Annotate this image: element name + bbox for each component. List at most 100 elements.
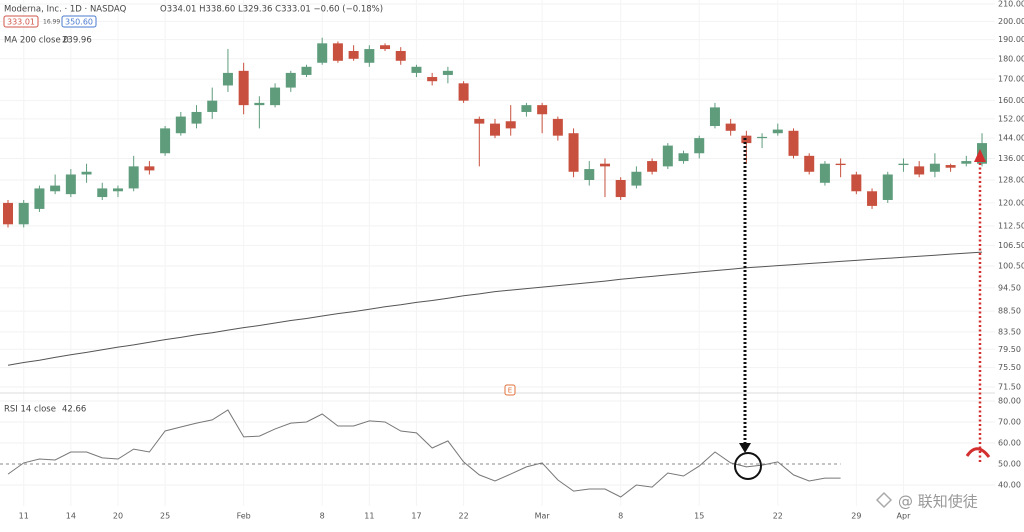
candle-body — [222, 72, 233, 86]
arrowhead — [739, 443, 751, 453]
candle-body — [757, 136, 768, 139]
candle-body — [144, 166, 155, 171]
x-tick-label: 20 — [113, 512, 123, 521]
candle-body — [18, 202, 29, 225]
candle-body — [238, 70, 249, 106]
candle-body — [474, 118, 485, 124]
candle-body — [97, 188, 108, 198]
candle-body — [662, 145, 673, 167]
candle-body — [898, 163, 909, 166]
x-tick-label: Mar — [535, 512, 551, 521]
candle-body — [851, 174, 862, 192]
candle-body — [647, 161, 658, 172]
candle-body — [458, 83, 469, 101]
candle-body — [725, 123, 736, 131]
x-tick-label: 8 — [320, 512, 325, 521]
candle-body — [490, 123, 501, 136]
candle-body — [537, 105, 548, 115]
price-badge: 350.60 — [65, 18, 93, 27]
y-tick-label: 160.00 — [998, 96, 1024, 105]
candle-body — [882, 174, 893, 200]
x-tick-label: 11 — [364, 512, 374, 521]
watermark: @ 联知使徒 — [898, 493, 978, 511]
y-tick-label: 112.50 — [998, 221, 1024, 230]
candle-body — [65, 174, 76, 195]
y-tick-label: 79.50 — [998, 345, 1021, 354]
candle-body — [254, 102, 265, 106]
candle-body — [945, 165, 956, 168]
plot — [0, 37, 988, 498]
candle-body — [112, 188, 123, 192]
y-tick-label: 120.00 — [998, 198, 1024, 207]
candle-body — [505, 121, 516, 129]
candle-body — [867, 191, 878, 206]
candle-body — [160, 128, 171, 154]
y-tick-label: 170.00 — [998, 75, 1024, 84]
candle-body — [819, 163, 830, 183]
candle-body — [427, 77, 438, 82]
annotation-arc — [965, 447, 991, 458]
candle-body — [929, 163, 940, 172]
legend-name: MA 200 close 0 — [4, 36, 69, 46]
x-tick-label: 14 — [66, 512, 76, 521]
x-tick-label: 15 — [694, 512, 704, 521]
candle-body — [552, 118, 563, 136]
y-tick-label: 106.50 — [998, 241, 1024, 250]
arrowhead — [974, 149, 986, 162]
candle-body — [301, 66, 312, 75]
earnings-box[interactable] — [504, 384, 516, 396]
candle-body — [678, 153, 689, 162]
legend-value: 42.66 — [62, 405, 86, 415]
y-tick-label: 180.00 — [998, 54, 1024, 63]
candle-body — [175, 116, 186, 134]
candle-body — [442, 70, 453, 75]
y-tick-label: 88.50 — [998, 307, 1021, 316]
candle-body — [804, 155, 815, 172]
candle-body — [411, 66, 422, 73]
legend-value: 239.96 — [62, 36, 92, 46]
y-tick-label: 70.00 — [998, 418, 1021, 427]
y-tick-label: 128.00 — [998, 175, 1024, 184]
x-tick-label: 11 — [19, 512, 29, 521]
ma-line — [7, 251, 983, 366]
candle-body — [348, 50, 359, 59]
candle-body — [584, 169, 595, 180]
candle-body — [317, 43, 328, 63]
ohlc-readout: O334.01 H338.60 L329.36 C333.01 −0.60 (−… — [160, 5, 383, 15]
earnings-marker[interactable]: E — [508, 387, 512, 395]
y-tick-label: 60.00 — [998, 439, 1021, 448]
x-tick-label: Apr — [897, 512, 912, 521]
x-tick-label: 17 — [411, 512, 421, 521]
y-tick-label: 100.50 — [998, 261, 1024, 270]
candle-body — [364, 49, 375, 63]
candle-body — [332, 43, 343, 61]
y-tick-label: 40.00 — [998, 481, 1021, 490]
x-tick-label: Feb — [237, 512, 251, 521]
candle-body — [631, 171, 642, 186]
annotation-circle — [734, 452, 762, 480]
y-tick-label: 80.00 — [998, 397, 1021, 406]
candle-body — [599, 163, 610, 167]
candle-body — [835, 163, 846, 166]
candle-body — [772, 129, 783, 134]
y-tick-label: 83.50 — [998, 327, 1021, 336]
candle-body — [191, 111, 202, 124]
y-tick-label: 190.00 — [998, 35, 1024, 44]
y-tick-label: 210.00 — [998, 0, 1024, 9]
candle-body — [788, 130, 799, 156]
candle-body — [270, 87, 281, 106]
chart-title: Moderna, Inc. · 1D · NASDAQ — [4, 5, 127, 15]
y-tick-label: 136.00 — [998, 154, 1024, 163]
candle-body — [694, 138, 705, 154]
candle-body — [709, 107, 720, 126]
legend-name: RSI 14 close — [4, 405, 56, 415]
candle-body — [128, 166, 139, 189]
candle-body — [81, 171, 92, 175]
y-tick-label: 200.00 — [998, 17, 1024, 26]
y-tick-label: 144.00 — [998, 134, 1024, 143]
y-tick-label: 152.00 — [998, 114, 1024, 123]
watermark-icon — [875, 491, 893, 509]
x-tick-label: 8 — [618, 512, 623, 521]
badge — [61, 15, 97, 28]
